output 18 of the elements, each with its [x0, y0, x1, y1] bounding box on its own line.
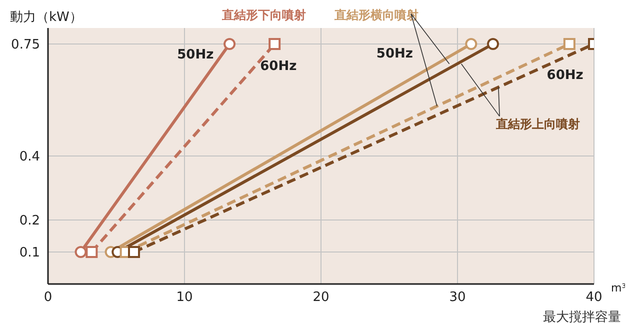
x-tick-label: 30 — [449, 290, 466, 306]
x-tick-label: 20 — [312, 290, 330, 306]
x-tick-label: 40 — [586, 290, 602, 306]
annotation: 60Hz — [260, 59, 297, 74]
y-tick-label: 0.2 — [19, 214, 40, 229]
annotation: 60Hz — [546, 68, 584, 84]
annotation: 50Hz — [376, 46, 413, 62]
y-axis-title: 動力（kW） — [10, 10, 82, 25]
x-tick-label: 10 — [176, 290, 193, 306]
x-axis-title: 最大撹拌容量 — [543, 309, 621, 324]
y-tick-label: 0.75 — [11, 38, 40, 53]
y-tick-label: 0.1 — [19, 246, 40, 261]
y-tick-label: 0.4 — [19, 150, 40, 165]
x-tick-label: 0 — [44, 290, 52, 306]
text: 直結形下向噴射 — [221, 8, 306, 22]
annotation: 直結形上向噴射 — [494, 116, 580, 131]
annotation: 直結形横向噴射 — [334, 8, 419, 22]
annotation: 50Hz — [177, 48, 214, 63]
